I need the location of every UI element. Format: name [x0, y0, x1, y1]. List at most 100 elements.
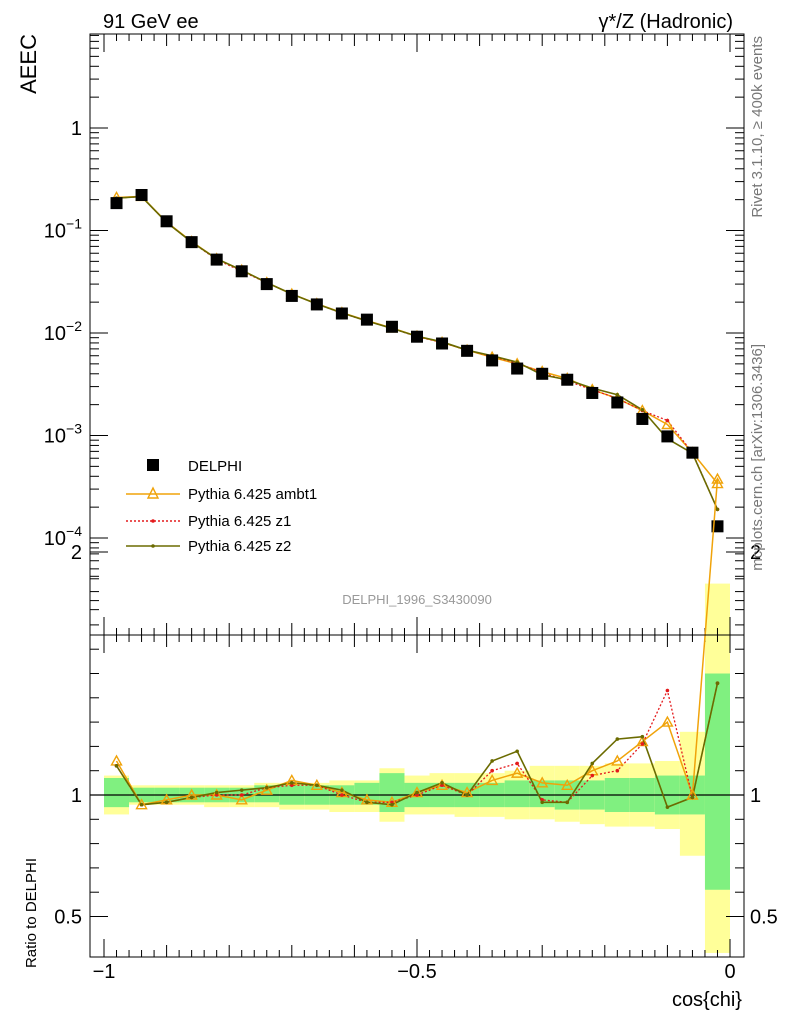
z2-main-point [615, 392, 620, 397]
z2-ratio-point [490, 759, 494, 763]
delphi-data-point [411, 330, 423, 343]
ambt1-ratio-point [510, 766, 524, 778]
ambt1-ratio-point [435, 778, 449, 790]
z2-ratio-point [565, 800, 570, 805]
z2-ratio-point [390, 802, 394, 807]
ratio-y-tick-label-right: 0.5 [750, 907, 778, 929]
delphi-data-point [686, 446, 699, 459]
ambt1-ratio-point [611, 754, 624, 766]
ambt1-ratio-point [485, 773, 499, 786]
delphi-data-point [561, 373, 574, 386]
main-axes: 110−110−210−310−4 [44, 34, 744, 635]
x-axis-title: cos{chi} [672, 989, 742, 1011]
y-tick-label: 10−1 [44, 216, 82, 243]
ratio-y-axis-title: Ratio to DELPHI [23, 858, 40, 968]
z2-ratio-point [540, 800, 544, 805]
delphi-data-point [360, 313, 373, 326]
y-tick-label: 1 [71, 118, 82, 140]
ambt1-ratio-point [135, 798, 148, 810]
z2-main-point [640, 408, 645, 412]
band-inner-segment [704, 673, 730, 890]
ambt1-ratio-point [260, 783, 273, 795]
legend-marker-ambt1 [146, 486, 160, 499]
delphi-data-point [586, 386, 599, 399]
z1-ratio-point [590, 773, 595, 778]
z2-ratio-point [615, 737, 620, 741]
z2-ratio-point [415, 790, 419, 795]
x-tick-label: 0 [724, 961, 735, 983]
delphi-data-point [285, 289, 298, 302]
z2-ratio-point [690, 795, 695, 800]
delphi-data-point [210, 253, 223, 266]
delphi-data-point [185, 236, 198, 249]
z2-ratio-point [515, 749, 519, 754]
ratio-axes: −1 −0.5 0 0.5 0.5 1 1 2 2 [54, 542, 778, 983]
z2-ratio-point [164, 800, 169, 805]
legend-marker-delphi [147, 459, 159, 471]
main-series-layer [110, 188, 724, 533]
z2-ratio-point [114, 764, 119, 768]
z2-ratio-point [214, 790, 219, 795]
legend-label-z1: Pythia 6.425 z1 [188, 513, 291, 530]
delphi-data-point [260, 278, 273, 291]
delphi-data-point [511, 362, 524, 375]
ambt1-main-point [661, 418, 674, 430]
z2-ratio-point [189, 795, 194, 800]
delphi-data-point [436, 337, 449, 350]
legend-label-ambt1: Pythia 6.425 ambt1 [188, 486, 317, 503]
ambt1-ratio-point [661, 715, 674, 727]
x-tick-label: −1 [93, 961, 116, 983]
delphi-data-point [636, 412, 649, 425]
delphi-data-point [611, 396, 624, 409]
z2-ratio-point [290, 781, 294, 785]
z1-ratio-point [640, 742, 645, 746]
band-inner-segment [504, 780, 530, 808]
ambt1-ratio-point [536, 776, 549, 788]
z1-ratio-point [490, 768, 494, 773]
mcplots-credit-label: mcplots.cern.ch [arXiv:1306.3436] [749, 344, 766, 571]
y-axis-title: AEEC [16, 34, 41, 94]
ratio-y-tick-label-right: 1 [750, 785, 761, 807]
ambt1-ratio-point [561, 778, 574, 790]
z2-ratio-point [315, 783, 319, 788]
z2-ratio-point [590, 761, 595, 766]
z1-ratio-point [340, 793, 344, 797]
z2-ratio-point [139, 802, 144, 807]
z2-ratio-point [665, 805, 670, 809]
z1-ratio-point [239, 793, 244, 797]
legend-marker-z1 [151, 519, 155, 523]
process-label: γ*/Z (Hadronic) [599, 11, 733, 33]
delphi-data-point [110, 197, 123, 210]
delphi-data-point [661, 430, 674, 443]
z2-ratio-point [264, 785, 269, 790]
z2-ratio-point [440, 781, 444, 785]
delphi-data-point [310, 298, 323, 311]
delphi-data-point [135, 188, 148, 201]
z1-main-point [665, 418, 670, 423]
delphi-data-point [335, 307, 348, 320]
ambt1-ratio-point [210, 788, 223, 800]
ratio-frame [89, 634, 745, 958]
ratio-y-tick-label-left: 1 [71, 785, 82, 807]
analysis-watermark: DELPHI_1996_S3430090 [342, 592, 492, 607]
ratio-y-tick-label-right: 2 [750, 542, 761, 564]
z2-ratio-point [365, 800, 369, 805]
z2-main-point [715, 507, 720, 512]
x-tick-label: −0.5 [397, 961, 436, 983]
legend-label-delphi: DELPHI [188, 458, 242, 475]
ambt1-ratio-point [235, 793, 248, 805]
z2-ratio-point [239, 788, 244, 792]
delphi-data-point [160, 215, 173, 228]
legend-marker-z2 [151, 544, 155, 548]
ratio-y-tick-label-left: 2 [71, 542, 82, 564]
delphi-data-point [536, 367, 549, 380]
delphi-data-point [385, 320, 398, 333]
delphi-data-point [486, 354, 499, 367]
z1-ratio-point [615, 768, 620, 773]
ratio-series-layer [110, 472, 724, 810]
y-tick-label: 10−2 [44, 318, 82, 345]
delphi-data-point [461, 344, 474, 357]
z2-ratio-point [465, 793, 469, 797]
energy-label: 91 GeV ee [103, 11, 199, 33]
